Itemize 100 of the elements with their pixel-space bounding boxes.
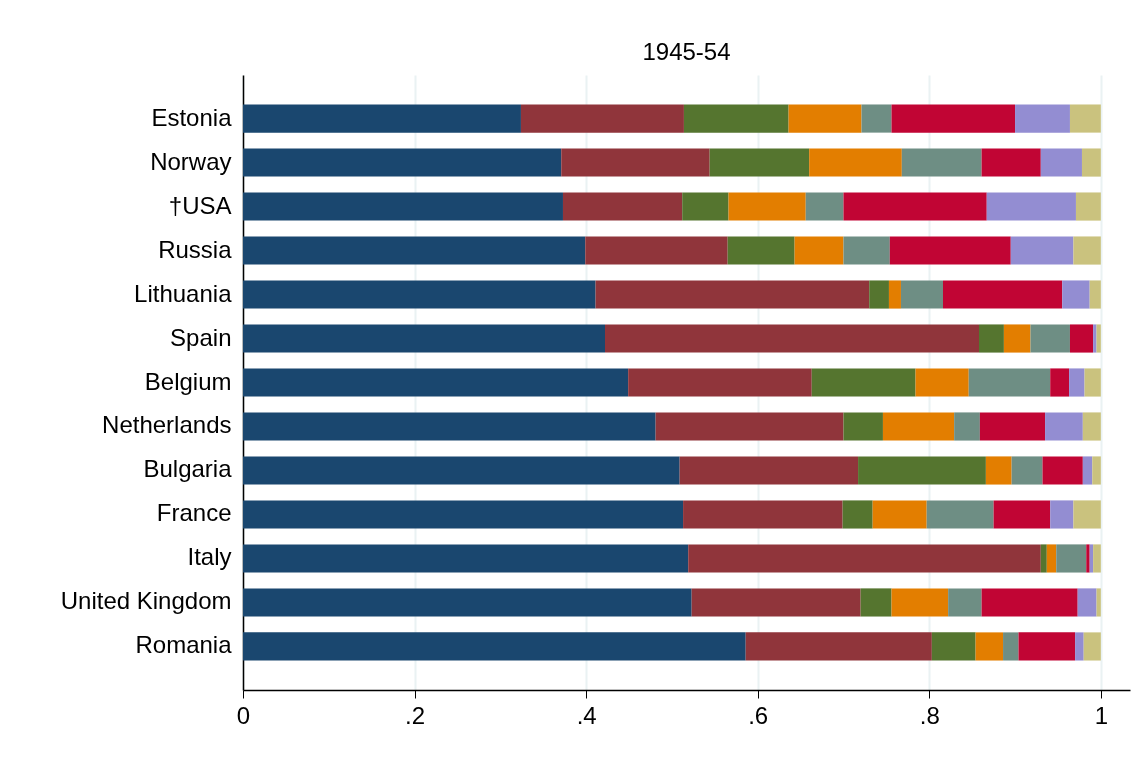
bar (979, 412, 1046, 441)
bar (788, 104, 862, 133)
bar (843, 412, 883, 441)
y-tick-label: Romania (135, 631, 233, 659)
bar (562, 192, 683, 221)
bar (1056, 544, 1087, 573)
bar (243, 368, 629, 397)
bar (1082, 456, 1093, 485)
bar (809, 148, 902, 177)
bar (1075, 632, 1084, 661)
bar (1077, 588, 1097, 617)
bar (985, 456, 1012, 485)
bar (1045, 412, 1083, 441)
bar (1011, 456, 1043, 485)
x-tick-label: 1 (1094, 701, 1109, 729)
bar (891, 104, 1016, 133)
y-tick-label: France (156, 499, 232, 527)
y-tick-label: Bulgaria (143, 455, 233, 483)
bar (243, 280, 596, 309)
bar (1040, 544, 1047, 573)
bar (1003, 324, 1031, 353)
bar (882, 412, 955, 441)
x-tick-label: 0 (236, 701, 251, 729)
bar (628, 368, 812, 397)
bar (926, 500, 994, 529)
bar (1084, 368, 1101, 397)
y-tick-label: Russia (158, 235, 233, 263)
bar (655, 412, 844, 441)
bar (243, 588, 692, 617)
y-tick-label: Belgium (144, 367, 232, 395)
bar (888, 280, 901, 309)
bar (1010, 236, 1074, 265)
bar (931, 632, 976, 661)
bar (1096, 324, 1101, 353)
bar (585, 236, 728, 265)
bar (1062, 280, 1090, 309)
bar (1089, 544, 1094, 573)
bar (683, 104, 789, 133)
bar (889, 236, 1011, 265)
x-tick-label: .2 (405, 701, 426, 729)
bar (682, 192, 729, 221)
bar (595, 280, 870, 309)
bar (869, 280, 889, 309)
bar (942, 280, 1063, 309)
bar (1069, 324, 1094, 353)
bar (243, 632, 746, 661)
bar (1073, 500, 1101, 529)
bar (954, 412, 980, 441)
y-tick-label: Spain (170, 323, 232, 351)
bar (915, 368, 969, 397)
bar (243, 456, 680, 485)
bar (811, 368, 916, 397)
bar (981, 148, 1041, 177)
bar (981, 588, 1078, 617)
bar (243, 192, 563, 221)
bar (679, 456, 859, 485)
bar (605, 324, 980, 353)
bar (900, 280, 943, 309)
bar (1042, 456, 1083, 485)
bar (1073, 236, 1101, 265)
bar (1046, 544, 1057, 573)
bar (843, 236, 890, 265)
bar (986, 192, 1076, 221)
bar (1093, 324, 1097, 353)
y-tick-label: †USA (168, 191, 232, 219)
bar (691, 588, 861, 617)
bar (858, 456, 986, 485)
bar (1015, 104, 1070, 133)
bar (243, 544, 689, 573)
y-tick-label: Estonia (151, 103, 233, 131)
bar (1096, 588, 1101, 617)
bar (243, 236, 586, 265)
bar (1050, 500, 1074, 529)
bar (520, 104, 684, 133)
bar (843, 192, 987, 221)
x-tick-label: .6 (748, 701, 769, 729)
bar (861, 104, 892, 133)
bar (948, 588, 982, 617)
bar (709, 148, 810, 177)
bar (1030, 324, 1070, 353)
bar (1069, 104, 1101, 133)
bar (842, 500, 873, 529)
bar (1050, 368, 1070, 397)
bar (891, 588, 949, 617)
bar (243, 500, 684, 529)
x-tick-label: .4 (576, 701, 597, 729)
bar (1083, 632, 1101, 661)
bar (1075, 192, 1101, 221)
bar (1082, 412, 1101, 441)
bar (243, 324, 606, 353)
bar (872, 500, 927, 529)
bar (243, 104, 521, 133)
bar (1040, 148, 1082, 177)
x-tick-label: .8 (919, 701, 940, 729)
bar (1092, 456, 1101, 485)
bar (901, 148, 982, 177)
bar (243, 412, 656, 441)
bar (975, 632, 1004, 661)
bar (1093, 544, 1101, 573)
bar (1089, 280, 1101, 309)
